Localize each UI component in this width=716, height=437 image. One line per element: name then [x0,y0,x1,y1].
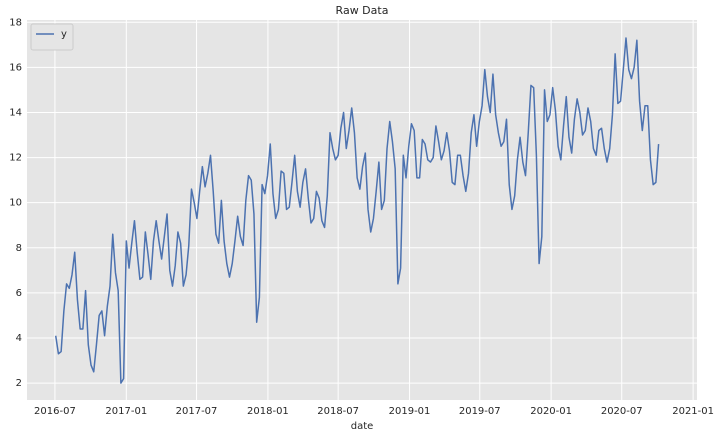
x-tick-label: 2016-07 [34,406,76,417]
y-tick-label: 12 [9,153,22,164]
y-tick-label: 2 [16,378,22,389]
x-tick-label: 2020-01 [530,406,572,417]
x-tick-label: 2017-01 [105,406,147,417]
legend: y [30,23,74,51]
y-tick-label: 6 [16,288,22,299]
x-tick-label: 2021-01 [672,406,714,417]
x-tick-label: 2017-07 [176,406,218,417]
x-tick-label: 2018-07 [317,406,359,417]
legend-box [30,23,74,51]
y-tick-label: 16 [9,62,22,73]
x-axis-label: date [351,421,374,432]
y-tick-label: 14 [9,107,22,118]
x-tick-label: 2019-01 [389,406,431,417]
plot-area [27,20,697,400]
y-tick-label: 10 [9,198,22,209]
y-tick-label: 4 [16,333,22,344]
y-tick-label: 18 [9,17,22,28]
chart-title: Raw Data [336,4,389,17]
x-tick-label: 2019-07 [459,406,501,417]
data-line [54,37,660,384]
legend-label: y [61,29,67,40]
y-tick-label: 8 [16,243,22,254]
x-tick-label: 2020-07 [601,406,643,417]
x-tick-label: 2018-01 [247,406,289,417]
